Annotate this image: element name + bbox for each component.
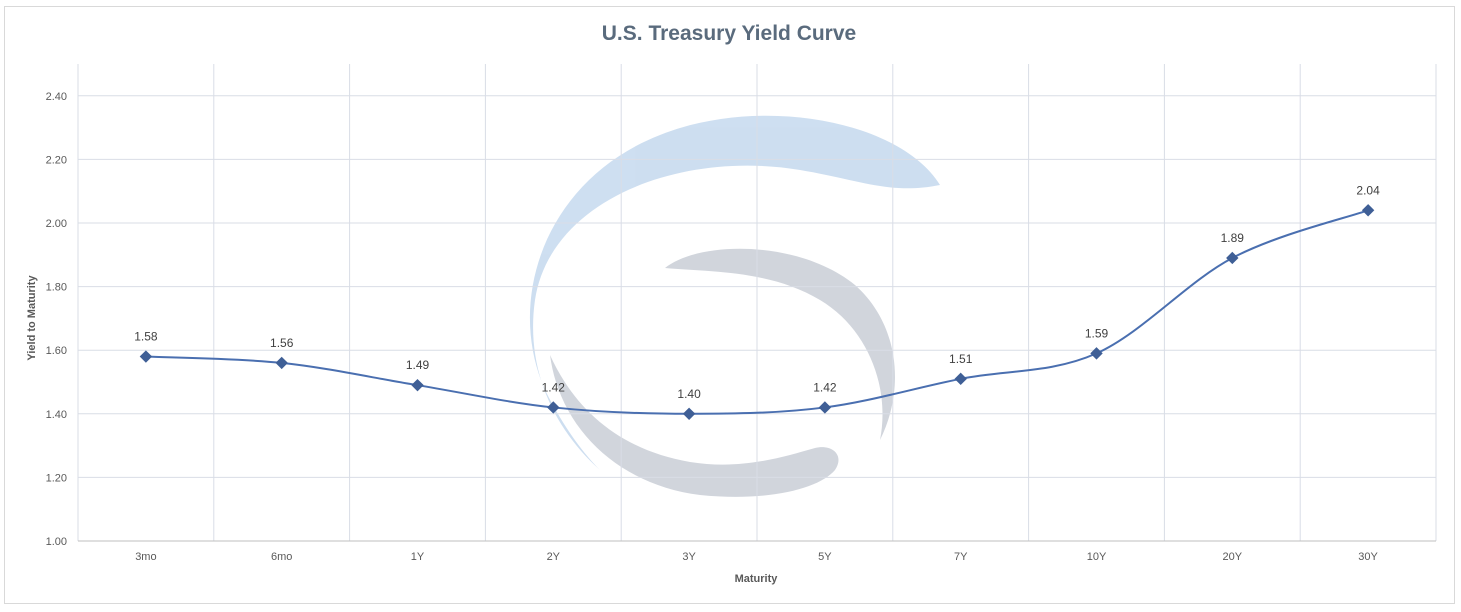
- data-point-marker: [1361, 204, 1375, 217]
- y-tick-label: 1.40: [46, 409, 67, 421]
- x-tick-label: 3mo: [135, 551, 156, 563]
- data-label: 1.42: [542, 380, 566, 394]
- x-tick-label: 1Y: [411, 551, 425, 563]
- x-tick-label: 7Y: [954, 551, 968, 563]
- data-point-marker: [954, 372, 967, 386]
- data-point-marker: [275, 356, 288, 370]
- y-tick-label: 1.00: [46, 536, 67, 548]
- y-tick-label: 2.00: [46, 218, 67, 230]
- axes: 1.00 1.20 1.40 1.60 1.80 2.00 2.20 2.40 3mo 6mo 1Y…: [46, 91, 1436, 563]
- gridlines: [77, 64, 1437, 541]
- x-tick-label: 10Y: [1087, 551, 1107, 563]
- x-tick-label: 6mo: [271, 551, 292, 563]
- data-label: 1.40: [677, 387, 701, 401]
- series: [139, 204, 1375, 421]
- data-point-marker: [411, 378, 424, 392]
- data-label: 1.42: [813, 380, 837, 394]
- data-point-marker: [139, 350, 153, 363]
- data-label: 1.56: [270, 336, 294, 350]
- data-label: 2.04: [1356, 183, 1380, 197]
- series-line: [145, 209, 1369, 415]
- data-label: 1.59: [1085, 326, 1109, 340]
- data-labels: 1.58 1.56 1.49 1.42 1.40 1.42 1.51 1.59 1.89 2.04: [134, 183, 1380, 401]
- data-label: 1.89: [1221, 231, 1245, 245]
- y-tick-label: 1.20: [46, 472, 67, 484]
- x-tick-label: 20Y: [1223, 551, 1243, 563]
- y-tick-label: 1.60: [46, 345, 67, 357]
- y-tick-label: 2.40: [46, 91, 67, 103]
- data-point-marker: [818, 401, 832, 414]
- data-point-marker: [1090, 347, 1103, 360]
- x-tick-label: 30Y: [1358, 551, 1378, 563]
- x-axis-label: Maturity: [735, 573, 779, 585]
- data-point-marker: [682, 407, 696, 421]
- data-label: 1.49: [406, 358, 430, 372]
- y-tick-label: 1.80: [46, 282, 67, 294]
- x-tick-label: 3Y: [682, 551, 696, 563]
- y-tick-label: 2.20: [46, 154, 67, 166]
- data-label: 1.51: [949, 352, 973, 366]
- chart-title: U.S. Treasury Yield Curve: [602, 22, 856, 45]
- data-point-marker: [1226, 251, 1239, 265]
- company-logo-watermark: [529, 115, 940, 497]
- chart-container: [4, 6, 1455, 604]
- x-tick-label: 5Y: [818, 551, 832, 563]
- x-tick-label: 2Y: [547, 551, 561, 563]
- data-point-marker: [547, 401, 560, 414]
- data-label: 1.58: [134, 330, 158, 344]
- y-axis-label: Yield to Maturity: [26, 275, 38, 361]
